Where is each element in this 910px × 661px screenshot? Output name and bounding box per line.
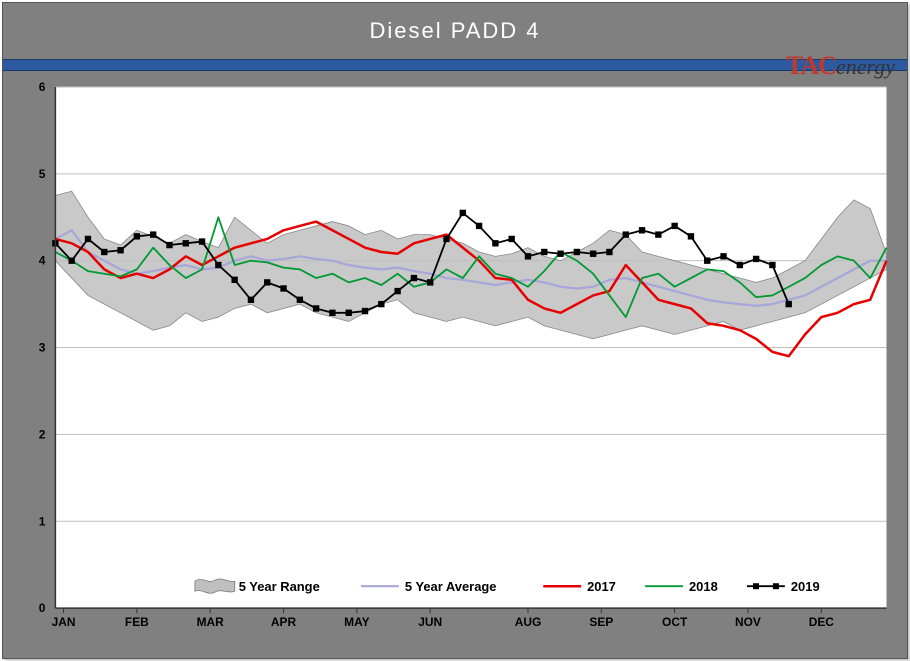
legend-label: 5 Year Range	[239, 579, 320, 594]
series-2019-marker	[623, 231, 629, 237]
series-2019-marker	[166, 242, 172, 248]
series-2019-marker	[639, 227, 645, 233]
y-tick-label: 0	[39, 601, 46, 615]
series-2019-marker	[231, 277, 237, 283]
series-2019-marker	[394, 288, 400, 294]
chart-title: Diesel PADD 4	[369, 18, 540, 44]
x-tick-label: MAY	[344, 615, 369, 629]
series-2019-marker	[655, 231, 661, 237]
x-tick-label: SEP	[589, 615, 613, 629]
series-2019-marker	[280, 285, 286, 291]
series-2019-marker	[492, 240, 498, 246]
series-2019-marker	[378, 301, 384, 307]
x-tick-label: OCT	[662, 615, 688, 629]
series-2019-marker	[671, 223, 677, 229]
x-tick-label: APR	[271, 615, 297, 629]
series-2019-marker	[215, 262, 221, 268]
y-tick-label: 5	[39, 167, 46, 181]
series-2019-marker	[737, 262, 743, 268]
title-bar: Diesel PADD 4	[3, 3, 907, 59]
series-2019-marker	[329, 310, 335, 316]
y-tick-label: 4	[39, 254, 46, 268]
x-tick-label: NOV	[735, 615, 761, 629]
x-tick-label: DEC	[809, 615, 835, 629]
series-2019-marker	[117, 247, 123, 253]
series-2019-marker	[574, 249, 580, 255]
series-2019-marker	[508, 236, 514, 242]
series-2019-marker	[753, 256, 759, 262]
y-tick-label: 1	[39, 514, 46, 528]
legend-label: 2017	[587, 579, 616, 594]
series-2019-marker	[362, 308, 368, 314]
x-tick-label: JUN	[418, 615, 442, 629]
series-2019-marker	[606, 249, 612, 255]
series-2019-marker	[297, 297, 303, 303]
series-2019-marker	[460, 210, 466, 216]
x-tick-label: MAR	[197, 615, 225, 629]
series-2019-marker	[590, 251, 596, 257]
series-2019-marker	[199, 238, 205, 244]
series-2019-marker	[443, 236, 449, 242]
series-2019-marker	[557, 251, 563, 257]
legend-label: 5 Year Average	[405, 579, 497, 594]
y-tick-label: 2	[39, 427, 46, 441]
x-tick-label: FEB	[125, 615, 149, 629]
series-2019-marker	[411, 275, 417, 281]
series-2019-marker	[313, 305, 319, 311]
legend-item-range: 5 Year Range	[195, 579, 320, 594]
series-2019-marker	[769, 262, 775, 268]
chart-frame: Diesel PADD 4 TACenergy 0123456JANFEBMAR…	[2, 2, 908, 659]
series-2019-marker	[525, 253, 531, 259]
series-2019-marker	[248, 297, 254, 303]
x-tick-label: AUG	[515, 615, 542, 629]
series-2019-marker	[786, 301, 792, 307]
series-2019-marker	[264, 279, 270, 285]
series-2019-marker	[346, 310, 352, 316]
x-tick-label: JAN	[52, 615, 76, 629]
series-2019-marker	[150, 231, 156, 237]
series-2019-marker	[688, 233, 694, 239]
series-2019-marker	[183, 240, 189, 246]
series-2019-marker	[427, 279, 433, 285]
chart-svg: 0 1 2 3 4 5 6 JAN FEB MAR APR MAY JUN AUG SEP OCT NOV DEC…	[13, 73, 897, 646]
plot-area: 0 1 2 3 4 5 6 JAN FEB MAR APR MAY JUN AUG SEP OCT NOV DEC…	[13, 73, 897, 646]
series-2019-marker	[85, 236, 91, 242]
y-tick-label: 3	[39, 341, 46, 355]
y-tick-label: 6	[39, 80, 46, 94]
blue-strip	[3, 59, 907, 71]
legend-label: 2018	[689, 579, 718, 594]
series-2019-marker	[541, 249, 547, 255]
series-2019-marker	[720, 253, 726, 259]
series-2019-marker	[69, 257, 75, 263]
legend-label: 2019	[791, 579, 820, 594]
series-2019-marker	[476, 223, 482, 229]
series-2019-marker	[101, 249, 107, 255]
series-2019-marker	[134, 233, 140, 239]
series-2019-marker	[704, 257, 710, 263]
